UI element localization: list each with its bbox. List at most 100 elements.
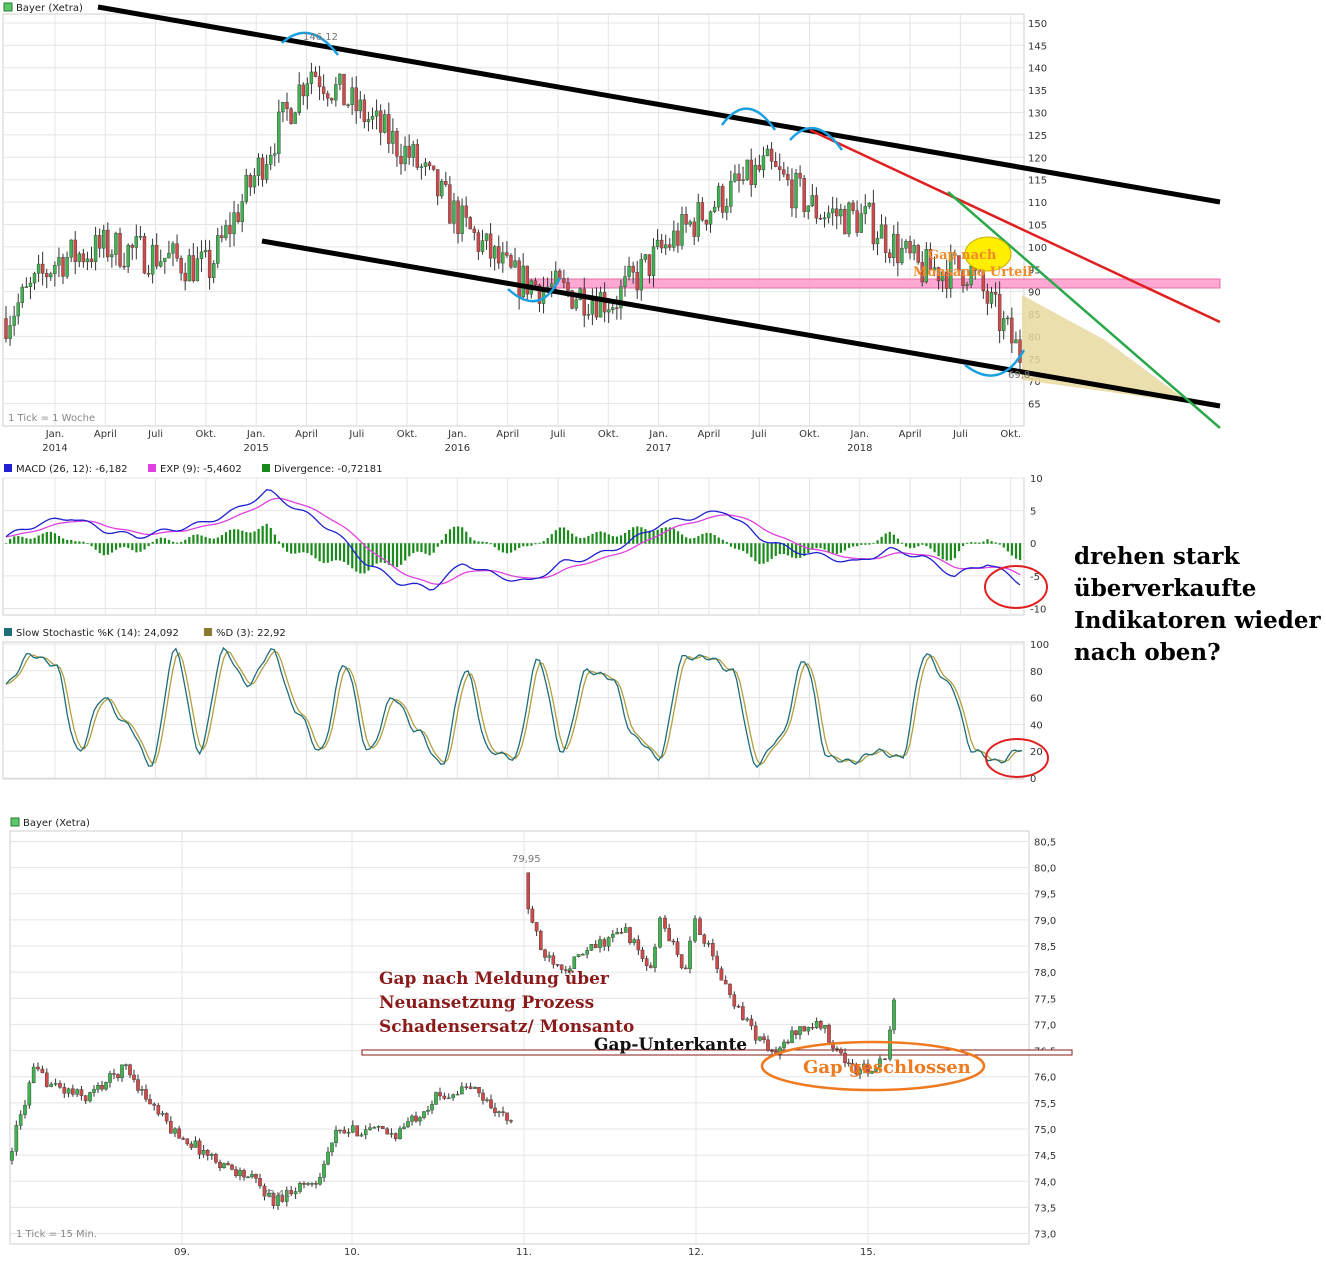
candle-body (568, 968, 572, 971)
candle-body (989, 292, 994, 304)
y-tick-label: -10 (1030, 604, 1046, 615)
candle-body (179, 258, 183, 274)
divergence-bar (66, 540, 69, 544)
divergence-bar (237, 529, 240, 544)
candle-body (862, 1063, 866, 1070)
divergence-bar (493, 543, 496, 548)
candle-body (132, 1074, 136, 1080)
candle-body (526, 872, 530, 910)
candle-body (276, 1195, 280, 1206)
candle-body (757, 164, 762, 171)
candle-body (628, 927, 632, 944)
intraday-legend-swatch (10, 817, 20, 827)
y-tick-label: 120 (1028, 153, 1047, 164)
candle-body (293, 1191, 298, 1195)
divergence-bar (355, 543, 358, 572)
candle-body (936, 267, 941, 282)
divergence-bar (595, 532, 598, 544)
candle-body (696, 202, 700, 237)
candle-body (73, 239, 77, 262)
candle-body (118, 232, 122, 267)
candle-body (896, 234, 900, 264)
candle-body (981, 271, 986, 292)
divergence-bar (424, 543, 427, 554)
divergence-bar (277, 541, 281, 544)
candle-body (128, 1064, 132, 1076)
candle-body (338, 1129, 342, 1132)
divergence-bar (786, 543, 790, 556)
candle-body (854, 1064, 859, 1075)
candle-body (468, 1086, 473, 1089)
candle-body (66, 1088, 71, 1094)
candle-body (150, 244, 155, 275)
stochastic-panel: Slow Stochastic %K (14): 24,092 %D (3): … (2, 628, 1049, 785)
macd-histogram (5, 523, 1022, 574)
candle-body (362, 99, 367, 122)
candle-body (664, 244, 668, 249)
candle-body (615, 932, 619, 935)
top-arc-2017b (789, 126, 844, 151)
candle-body (702, 934, 707, 944)
divergence-bar (994, 542, 997, 544)
divergence-bar (623, 532, 627, 544)
candle-body (977, 270, 981, 272)
candle-body (164, 1113, 169, 1122)
candle-body (359, 1134, 364, 1137)
candle-body (723, 980, 728, 985)
candle-body (446, 1097, 451, 1100)
candle-body (590, 300, 595, 315)
divergence-bar (819, 543, 822, 549)
candle-body (240, 201, 244, 223)
y-tick-label: 150 (1028, 19, 1047, 30)
candle-body (892, 999, 896, 1031)
candle-body (246, 1176, 250, 1179)
divergence-bar (90, 543, 93, 547)
candle-body (297, 84, 301, 114)
candle-body (839, 1049, 843, 1054)
candle-body (177, 1128, 181, 1139)
divergence-bar (518, 543, 521, 548)
candle-body (422, 1111, 426, 1118)
candle-body (501, 1111, 505, 1113)
candle-body (505, 1112, 509, 1121)
candle-body (721, 186, 725, 213)
divergence-bar (290, 543, 293, 554)
candle-body (318, 1177, 322, 1185)
divergence-bar (98, 543, 101, 554)
candle-body (559, 964, 564, 970)
candle-body (334, 84, 338, 101)
divergence-bar (452, 526, 456, 544)
y-tick-label: 78,0 (1034, 968, 1056, 979)
candle-body (195, 258, 200, 282)
candle-body (489, 1099, 493, 1109)
divergence-bar (831, 543, 834, 554)
candle-body (497, 246, 501, 264)
candle-body (944, 271, 949, 289)
stochastic-frame (2, 641, 1025, 780)
candle-body (244, 174, 248, 202)
divergence-bar (13, 536, 16, 544)
side-note: drehen stark überverkaufte Indikatoren w… (1074, 543, 1321, 666)
divergence-bar (526, 543, 529, 547)
y-tick-label: 75,0 (1034, 1125, 1056, 1136)
candle-body (351, 1125, 355, 1133)
candle-body (124, 1064, 128, 1066)
legend-swatch (3, 2, 13, 12)
divergence-legend-swatch (262, 464, 270, 472)
candle-body (558, 270, 562, 279)
candle-body (267, 1192, 271, 1197)
divergence-bar (913, 543, 916, 548)
candle-body (24, 286, 29, 288)
gap-annotation-line1: Gap nach (928, 248, 997, 263)
candle-body (262, 1185, 267, 1197)
candle-body (745, 1018, 749, 1021)
candle-body (389, 1133, 394, 1135)
candle-body (302, 1183, 306, 1185)
candle-body (224, 225, 228, 239)
candle-body (264, 164, 269, 180)
y-tick-label: 145 (1028, 41, 1047, 52)
divergence-bar (53, 533, 57, 544)
divergence-bar (481, 541, 484, 544)
candle-body (114, 232, 118, 255)
x-tick-label: Jan. (850, 429, 870, 440)
